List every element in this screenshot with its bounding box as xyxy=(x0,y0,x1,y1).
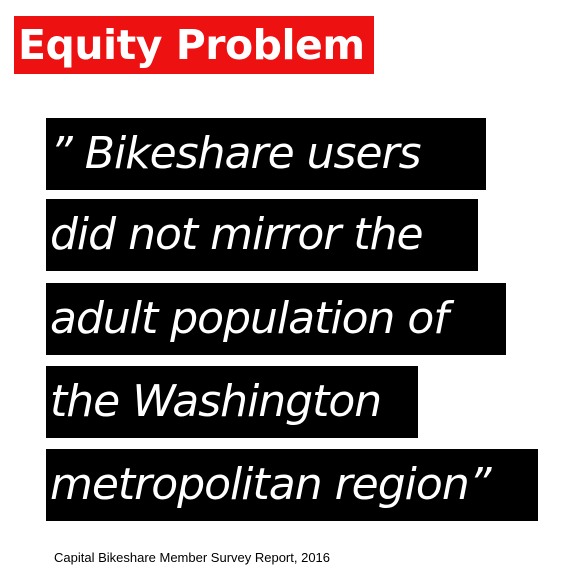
quote-line: ” Bikeshare users xyxy=(46,118,486,190)
quote-line: adult population of xyxy=(46,283,506,355)
quote-line: did not mirror the xyxy=(46,199,478,271)
quote-line: metropolitan region” xyxy=(46,449,538,521)
quote-line: the Washington xyxy=(46,366,418,438)
source-citation: Capital Bikeshare Member Survey Report, … xyxy=(54,550,331,565)
page-title: Equity Problem xyxy=(14,16,374,74)
